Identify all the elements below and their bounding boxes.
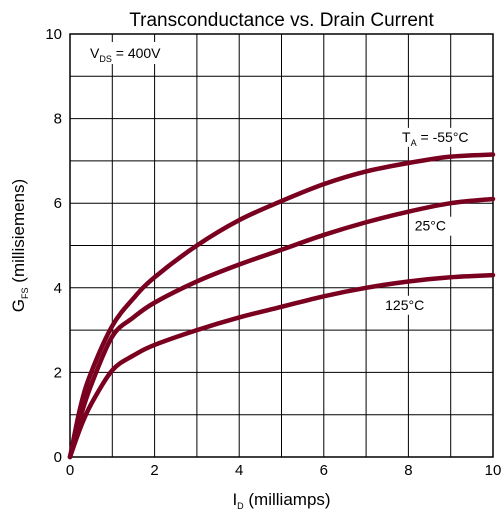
x-tick-label: 2 [150, 462, 158, 479]
condition-label: VDS = 400V [90, 45, 161, 64]
plot-frame [69, 33, 494, 458]
series-label-bg [398, 127, 491, 147]
series-label-bg [381, 295, 432, 315]
annotations: TA = -55°C 25°C 125°C VDS = 400V [84, 42, 491, 315]
y-tick-label: 10 [45, 26, 62, 43]
series-label-2: 125°C [385, 297, 424, 313]
series-label-1: 25°C [415, 218, 446, 234]
condition-bg [84, 42, 180, 64]
y-axis-label: GFS (millisiemens) [9, 179, 30, 312]
x-tick-label: 10 [485, 462, 502, 479]
y-tick-label: 8 [54, 111, 62, 128]
x-axis-label: ID (milliamps) [232, 490, 330, 511]
tick-labels: 0 2 4 6 8 10 0 2 4 6 8 10 [45, 26, 501, 479]
x-tick-label: 6 [320, 462, 328, 479]
series-line-0 [67, 152, 496, 460]
x-tick-label: 4 [235, 462, 243, 479]
series-line-1 [67, 196, 496, 460]
series-line-2 [67, 272, 496, 460]
y-tick-label: 4 [54, 280, 62, 297]
x-tick-label: 0 [66, 462, 74, 479]
series-label-0: TA = -55°C [402, 129, 468, 148]
curves [67, 152, 496, 460]
axis-labels: ID (milliamps) GFS (millisiemens) [9, 179, 331, 511]
y-tick-label: 0 [54, 449, 62, 466]
series-label-bg [410, 216, 461, 236]
y-tick-label: 6 [54, 195, 62, 212]
grid [69, 33, 494, 458]
y-tick-label: 2 [54, 364, 62, 381]
chart-title: Transconductance vs. Drain Current [129, 10, 434, 31]
x-tick-label: 8 [404, 462, 412, 479]
